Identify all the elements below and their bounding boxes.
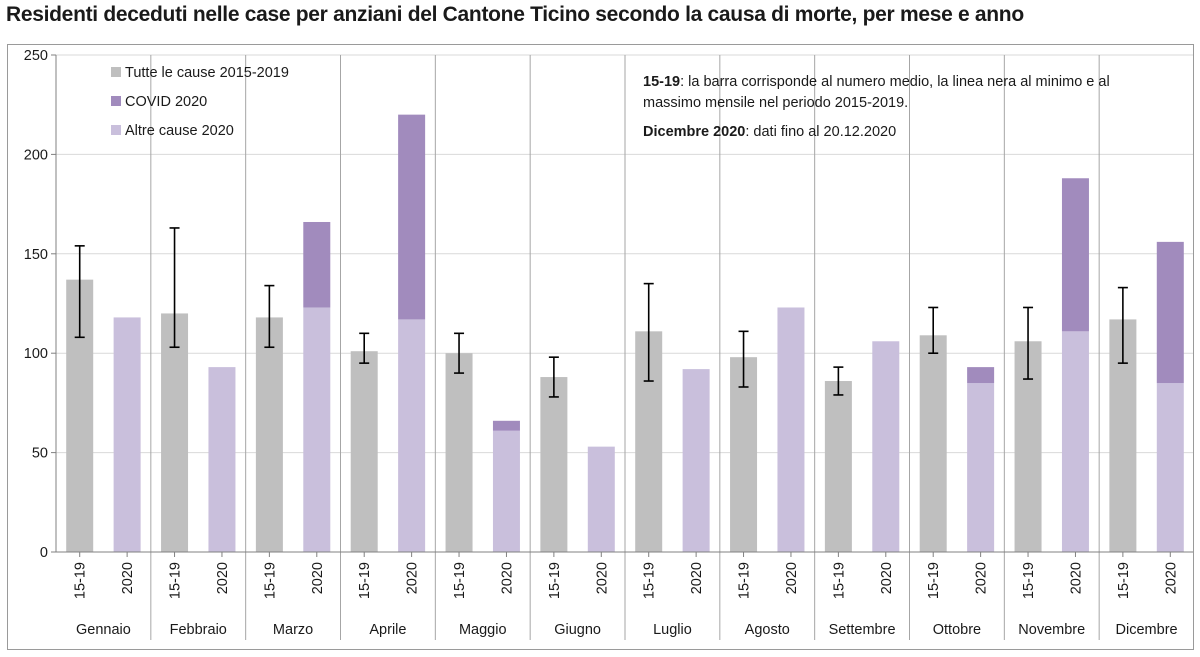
bar-2015-2019-febbraio bbox=[161, 313, 189, 552]
note: 15-19: la barra corrisponde al numero me… bbox=[643, 74, 1110, 140]
bar-2015-2019-ottobre bbox=[919, 335, 947, 552]
x-sub-label: 2020 bbox=[1068, 562, 1084, 594]
y-tick-label: 0 bbox=[40, 545, 48, 561]
bar-2015-2019-giugno bbox=[540, 377, 568, 552]
month-label-febbraio: Febbraio bbox=[170, 622, 227, 638]
bar-covid-2020-ottobre bbox=[967, 367, 995, 384]
error-bars bbox=[74, 227, 1128, 398]
x-sub-label: 15-19 bbox=[452, 562, 468, 599]
x-sub-label: 2020 bbox=[784, 562, 800, 594]
month-label-marzo: Marzo bbox=[273, 622, 313, 638]
x-sub-label: 2020 bbox=[120, 562, 136, 594]
x-sub-label: 2020 bbox=[310, 562, 326, 594]
x-sub-label: 2020 bbox=[974, 562, 990, 594]
x-sub-label: 15-19 bbox=[168, 562, 184, 599]
bar-altre-cause-2020-settembre bbox=[872, 341, 900, 552]
bar-covid-2020-novembre bbox=[1061, 178, 1089, 332]
bar-altre-cause-2020-novembre bbox=[1061, 331, 1089, 552]
bar-2015-2019-maggio bbox=[445, 353, 473, 552]
bar-covid-2020-marzo bbox=[303, 221, 331, 308]
note-line-1: 15-19: la barra corrisponde al numero me… bbox=[643, 74, 1110, 90]
bar-2015-2019-marzo bbox=[255, 317, 283, 552]
y-tick-label: 100 bbox=[24, 346, 48, 362]
page-title: Residenti deceduti nelle case per anzian… bbox=[6, 3, 1024, 26]
month-label-agosto: Agosto bbox=[745, 622, 790, 638]
month-label-novembre: Novembre bbox=[1018, 622, 1085, 638]
note-line-3-bold: Dicembre 2020 bbox=[643, 124, 745, 140]
bar-altre-cause-2020-giugno bbox=[587, 446, 615, 552]
chart-frame: 0 50 100 150 200 250 15-19 2020 Gennaio 15-19 202… bbox=[7, 44, 1194, 650]
bar-2015-2019-settembre bbox=[824, 381, 852, 552]
chart: 0 50 100 150 200 250 15-19 2020 Gennaio 15-19 202… bbox=[24, 48, 1193, 640]
bar-covid-2020-maggio bbox=[492, 420, 520, 431]
x-sub-label: 2020 bbox=[499, 562, 515, 594]
legend-label-1: COVID 2020 bbox=[125, 94, 207, 110]
month-label-maggio: Maggio bbox=[459, 622, 507, 638]
y-tick-label: 50 bbox=[32, 446, 48, 462]
x-sub-label: 15-19 bbox=[642, 562, 658, 599]
bar-altre-cause-2020-aprile bbox=[398, 319, 426, 552]
x-sub-label: 15-19 bbox=[547, 562, 563, 599]
x-axis: 15-19 2020 Gennaio 15-19 2020 Febbraio 15-19 20… bbox=[56, 551, 1193, 638]
note-line-3: Dicembre 2020: dati fino al 20.12.2020 bbox=[643, 124, 896, 140]
x-sub-label: 2020 bbox=[689, 562, 705, 594]
x-sub-label: 2020 bbox=[1163, 562, 1179, 594]
x-sub-label: 2020 bbox=[215, 562, 231, 594]
grid bbox=[56, 54, 1193, 640]
x-sub-label: 2020 bbox=[594, 562, 610, 594]
y-tick-label: 200 bbox=[24, 147, 48, 163]
legend-swatch-2 bbox=[111, 125, 121, 135]
x-sub-label: 15-19 bbox=[737, 562, 753, 599]
month-label-gennaio: Gennaio bbox=[76, 622, 131, 638]
bar-altre-cause-2020-luglio bbox=[682, 369, 710, 552]
month-label-settembre: Settembre bbox=[829, 622, 896, 638]
bar-altre-cause-2020-febbraio bbox=[208, 367, 236, 552]
note-line-2: massimo mensile nel periodo 2015-2019. bbox=[643, 95, 908, 111]
month-label-aprile: Aprile bbox=[369, 622, 406, 638]
x-sub-label: 15-19 bbox=[262, 562, 278, 599]
x-sub-label: 15-19 bbox=[926, 562, 942, 599]
x-sub-label: 15-19 bbox=[357, 562, 373, 599]
legend-label-0: Tutte le cause 2015-2019 bbox=[125, 65, 289, 81]
x-sub-label: 2020 bbox=[879, 562, 895, 594]
y-tick-label: 250 bbox=[24, 48, 48, 64]
x-sub-label: 15-19 bbox=[1116, 562, 1132, 599]
legend-swatch-0 bbox=[111, 67, 121, 77]
bar-covid-2020-aprile bbox=[398, 114, 426, 320]
bar-altre-cause-2020-ottobre bbox=[967, 383, 995, 552]
legend: Tutte le cause 2015-2019 COVID 2020 Altre … bbox=[111, 65, 289, 139]
bar-altre-cause-2020-marzo bbox=[303, 307, 331, 552]
x-sub-label: 15-19 bbox=[1021, 562, 1037, 599]
month-label-ottobre: Ottobre bbox=[933, 622, 981, 638]
x-sub-label: 2020 bbox=[405, 562, 421, 594]
bars bbox=[66, 114, 1184, 552]
note-line-1-text: : la barra corrisponde al numero medio, … bbox=[680, 74, 1110, 90]
bar-altre-cause-2020-gennaio bbox=[113, 317, 141, 552]
legend-swatch-1 bbox=[111, 96, 121, 106]
month-label-dicembre: Dicembre bbox=[1116, 622, 1178, 638]
x-sub-label: 15-19 bbox=[73, 562, 89, 599]
month-label-luglio: Luglio bbox=[653, 622, 692, 638]
bar-altre-cause-2020-maggio bbox=[492, 430, 520, 552]
month-label-giugno: Giugno bbox=[554, 622, 601, 638]
legend-label-2: Altre cause 2020 bbox=[125, 123, 234, 139]
bar-2015-2019-agosto bbox=[730, 357, 758, 552]
y-tick-label: 150 bbox=[24, 247, 48, 263]
x-sub-label: 15-19 bbox=[831, 562, 847, 599]
note-line-1-bold: 15-19 bbox=[643, 74, 680, 90]
note-line-3-text: : dati fino al 20.12.2020 bbox=[745, 124, 896, 140]
bar-covid-2020-dicembre bbox=[1156, 241, 1184, 384]
bar-altre-cause-2020-agosto bbox=[777, 307, 805, 552]
bar-2015-2019-aprile bbox=[350, 351, 378, 552]
bar-altre-cause-2020-dicembre bbox=[1156, 383, 1184, 552]
y-axis: 0 50 100 150 200 250 bbox=[24, 48, 57, 561]
